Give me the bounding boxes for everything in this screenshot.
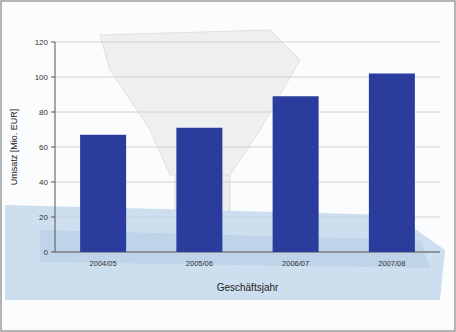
bar bbox=[273, 96, 319, 252]
tick-label: 80 bbox=[39, 108, 48, 117]
category-label: 2004/05 bbox=[90, 259, 117, 268]
tick-label: 120 bbox=[35, 38, 49, 47]
tick-label: 20 bbox=[39, 213, 48, 222]
bar bbox=[369, 74, 415, 253]
grid-line bbox=[55, 42, 440, 43]
tick-mark bbox=[51, 252, 55, 253]
bar bbox=[80, 135, 126, 252]
frame bbox=[1, 1, 455, 331]
category-label: 2005/06 bbox=[186, 259, 213, 268]
tick-mark bbox=[51, 42, 55, 43]
bars bbox=[80, 74, 415, 253]
tick-mark bbox=[51, 112, 55, 113]
tick-mark bbox=[51, 77, 55, 78]
background-image bbox=[5, 30, 445, 300]
tick-label: 40 bbox=[39, 178, 48, 187]
tick-label: 100 bbox=[35, 73, 49, 82]
category-label: 2006/07 bbox=[282, 259, 309, 268]
tick-mark bbox=[51, 147, 55, 148]
y-axis-title: Umsatz [Mio. EUR] bbox=[9, 109, 19, 186]
x-axis-title: Geschäftsjahr bbox=[217, 282, 279, 293]
tick-mark bbox=[51, 182, 55, 183]
tick-mark bbox=[51, 217, 55, 218]
tick-label: 60 bbox=[39, 143, 48, 152]
category-label: 2007/08 bbox=[378, 259, 405, 268]
tick-label: 0 bbox=[44, 248, 49, 257]
bar bbox=[176, 128, 222, 252]
chart: 0 20 40 60 80 100 120 2004/05 2005/06 2006/07 2007… bbox=[0, 0, 456, 332]
y-axis bbox=[55, 42, 56, 252]
